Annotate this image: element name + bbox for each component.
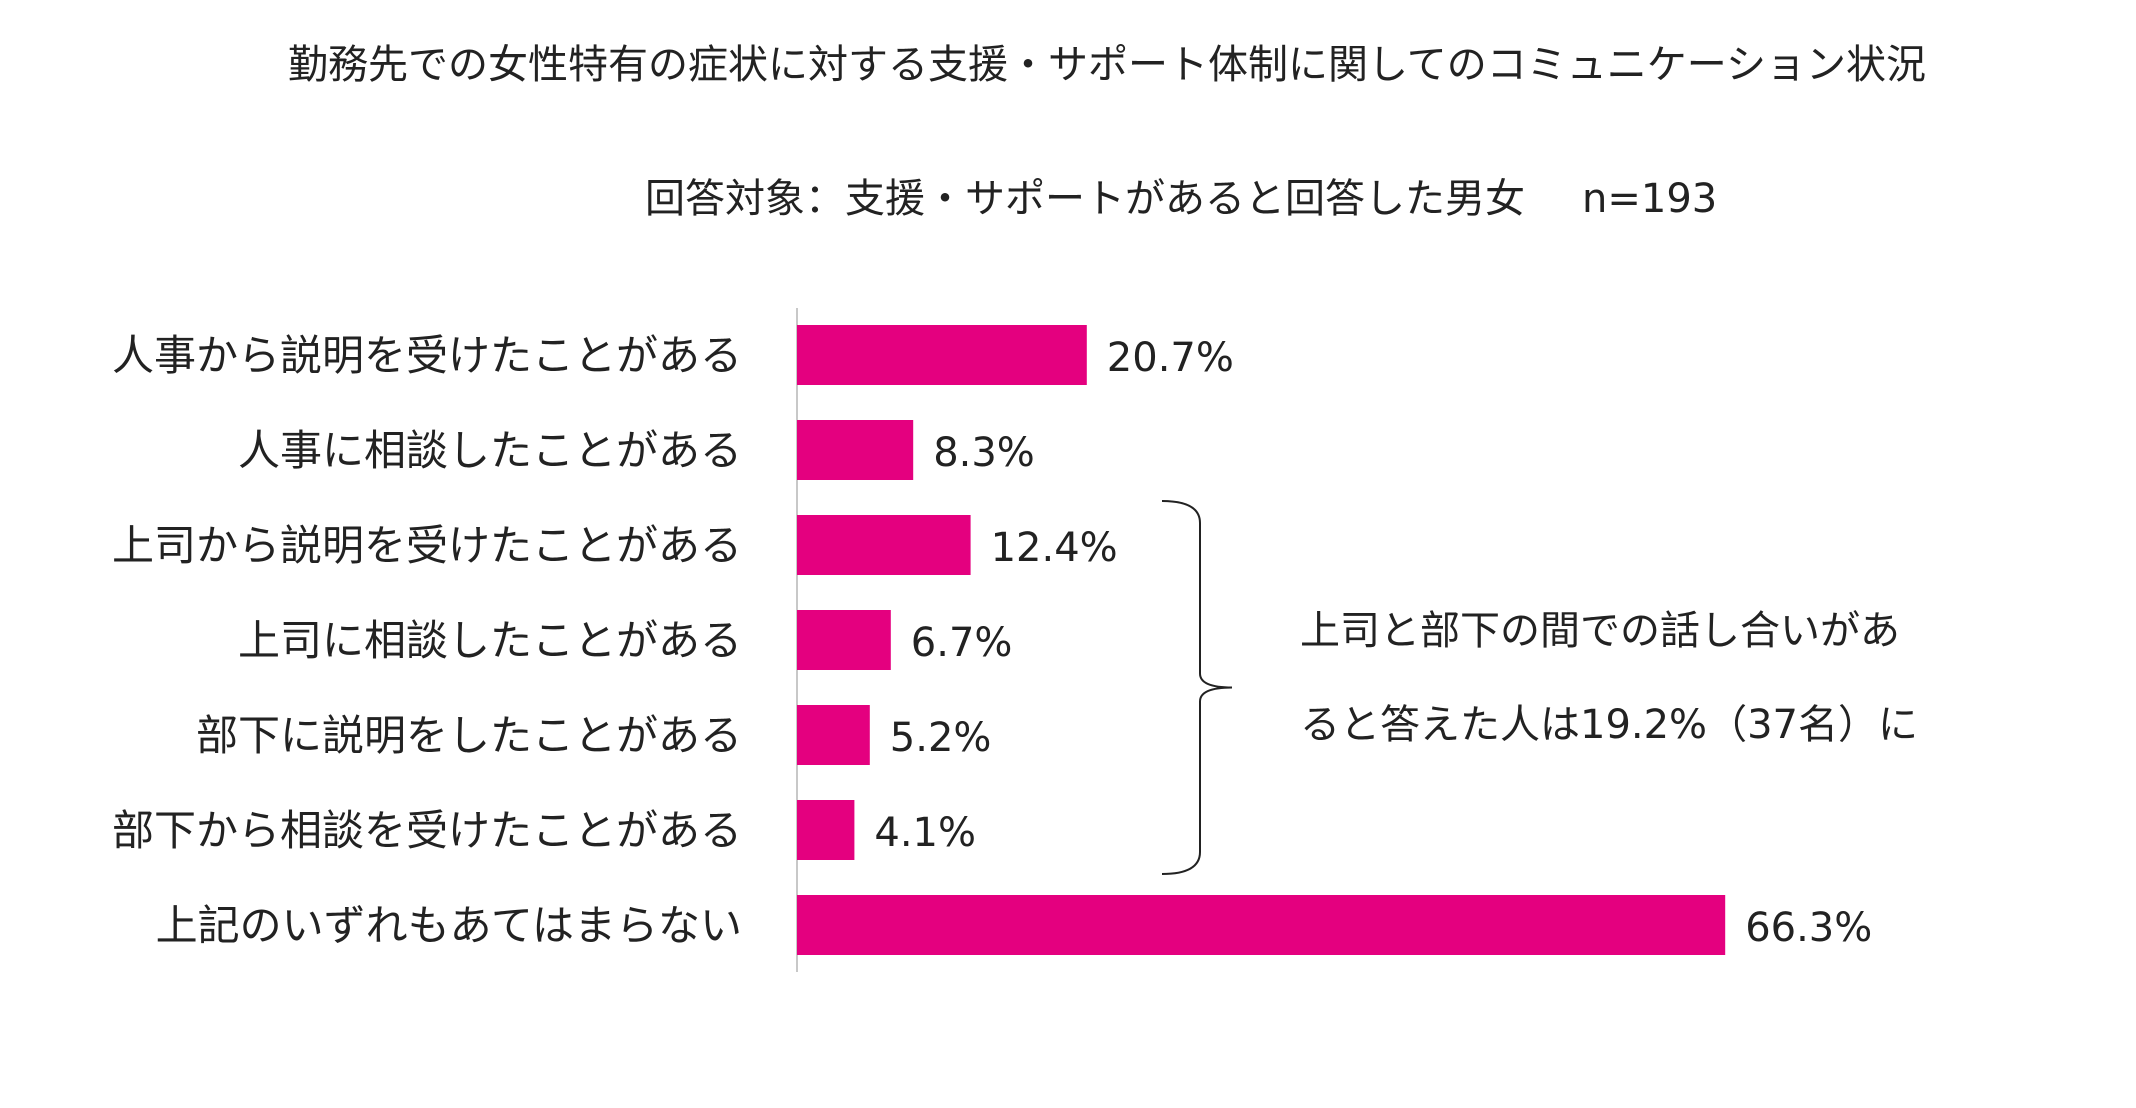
value-label: 12.4%: [991, 525, 1118, 571]
bar: [797, 800, 855, 860]
bar: [797, 420, 914, 480]
value-label: 20.7%: [1107, 335, 1234, 381]
category-label: 上司から説明を受けたことがある: [112, 521, 742, 570]
category-label: 部下から相談を受けたことがある: [112, 806, 742, 855]
bar: [797, 515, 971, 575]
value-label: 4.1%: [874, 810, 976, 856]
sample-size-label: n=193: [1582, 176, 1717, 222]
value-label: 8.3%: [933, 430, 1035, 476]
bar: [797, 705, 870, 765]
chart-title: 勤務先での女性特有の症状に対する支援・サポート体制に関してのコミュニケーション状…: [288, 42, 1926, 88]
bar: [797, 325, 1087, 385]
category-label: 上司に相談したことがある: [238, 616, 742, 665]
bar: [797, 610, 891, 670]
category-label: 人事に相談したことがある: [238, 426, 742, 475]
category-label: 部下に説明をしたことがある: [196, 711, 742, 760]
bars-layer: 人事から説明を受けたことがある 20.7% 人事に相談したことがある 8.3% 上司から…: [112, 325, 1872, 955]
value-label: 66.3%: [1745, 905, 1872, 951]
category-label: 人事から説明を受けたことがある: [112, 331, 742, 380]
value-label: 6.7%: [911, 620, 1013, 666]
annotation-line-2: ると答えた人は19.2%（37名）に: [1300, 702, 1918, 748]
chart-subtitle: 回答対象：支援・サポートがあると回答した男女: [645, 176, 1525, 222]
annotation-bracket: [1161, 500, 1233, 875]
bar: [797, 895, 1726, 955]
value-label: 5.2%: [890, 715, 992, 761]
annotation-line-1: 上司と部下の間での話し合いがあ: [1300, 608, 1900, 654]
category-label: 上記のいずれもあてはまらない: [156, 901, 742, 950]
